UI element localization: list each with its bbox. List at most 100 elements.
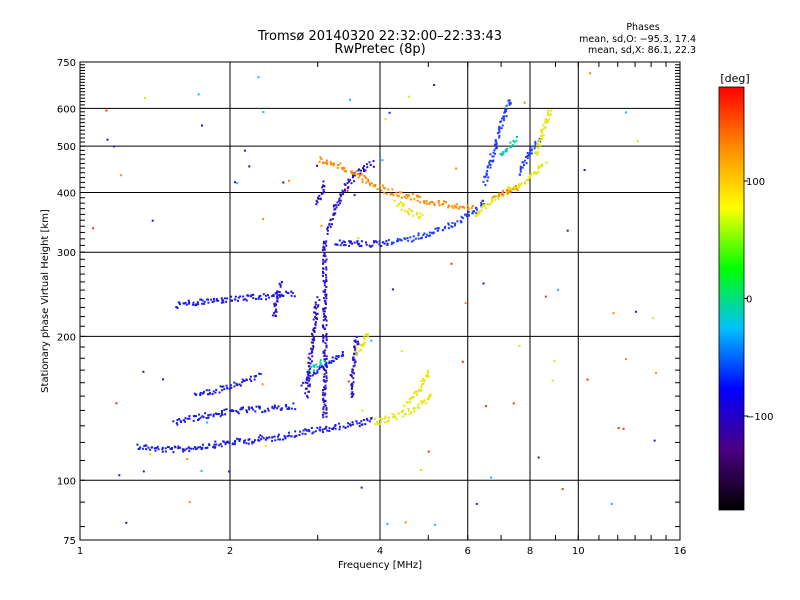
data-point bbox=[326, 232, 329, 235]
data-point bbox=[279, 283, 282, 286]
data-point bbox=[359, 172, 362, 175]
data-point bbox=[388, 416, 391, 419]
data-point bbox=[305, 387, 308, 390]
data-point bbox=[322, 242, 325, 245]
data-point bbox=[312, 346, 315, 349]
data-point bbox=[243, 440, 246, 442]
colorbar-tick-label: 0 bbox=[746, 295, 752, 306]
data-point bbox=[201, 415, 204, 418]
y-axis-label: Stationary phase Virtual Height [km] bbox=[40, 209, 51, 393]
data-point bbox=[381, 159, 384, 162]
data-point bbox=[322, 272, 325, 275]
data-point bbox=[529, 174, 532, 177]
data-point bbox=[407, 193, 410, 196]
data-point bbox=[325, 244, 328, 247]
data-point bbox=[260, 438, 262, 441]
data-point bbox=[423, 399, 426, 402]
data-point bbox=[400, 349, 403, 352]
data-point bbox=[322, 379, 325, 382]
data-point bbox=[315, 307, 318, 310]
data-point bbox=[537, 165, 540, 167]
data-point bbox=[215, 443, 218, 446]
data-point bbox=[450, 205, 453, 208]
data-point bbox=[360, 173, 363, 176]
data-point bbox=[541, 137, 544, 140]
data-point bbox=[539, 129, 542, 132]
data-point bbox=[384, 417, 386, 420]
colorbar-ticks: 100 0 −100 bbox=[744, 177, 773, 423]
data-point bbox=[450, 225, 453, 228]
data-point bbox=[342, 425, 345, 428]
data-point bbox=[162, 378, 165, 381]
data-point bbox=[410, 411, 413, 414]
data-point bbox=[407, 407, 410, 410]
data-point bbox=[212, 446, 215, 449]
data-point bbox=[451, 225, 454, 228]
data-point bbox=[545, 121, 548, 124]
data-point bbox=[541, 135, 543, 138]
data-point bbox=[509, 101, 512, 104]
data-point bbox=[233, 298, 236, 301]
data-point bbox=[541, 163, 544, 166]
data-point bbox=[136, 443, 139, 446]
data-point bbox=[324, 360, 327, 363]
data-point bbox=[378, 423, 381, 426]
data-point bbox=[222, 301, 225, 304]
data-point bbox=[392, 241, 395, 244]
data-point bbox=[340, 354, 343, 357]
data-point bbox=[323, 394, 326, 397]
data-point bbox=[419, 196, 422, 198]
data-point bbox=[484, 203, 487, 206]
data-point bbox=[188, 501, 191, 504]
data-point bbox=[407, 211, 410, 214]
x-tick-label: 16 bbox=[674, 546, 687, 557]
data-point bbox=[203, 390, 206, 393]
data-point bbox=[557, 288, 559, 291]
data-point bbox=[507, 99, 510, 102]
data-point bbox=[284, 404, 287, 406]
data-point bbox=[318, 368, 321, 370]
data-point bbox=[485, 173, 488, 176]
data-point bbox=[365, 417, 368, 420]
data-point bbox=[464, 302, 467, 305]
data-point bbox=[352, 381, 355, 384]
data-point bbox=[438, 204, 441, 207]
data-point bbox=[409, 401, 412, 404]
data-point bbox=[358, 422, 361, 425]
data-point bbox=[467, 210, 470, 213]
data-point bbox=[412, 214, 415, 217]
data-point bbox=[282, 294, 285, 297]
data-point bbox=[184, 420, 186, 423]
colorbar bbox=[718, 86, 745, 511]
data-point bbox=[180, 421, 183, 424]
data-point bbox=[420, 388, 423, 391]
data-point bbox=[509, 146, 511, 149]
data-point bbox=[361, 180, 364, 183]
data-point bbox=[427, 397, 430, 400]
data-point bbox=[242, 295, 245, 298]
data-point bbox=[352, 172, 355, 175]
data-point bbox=[230, 295, 233, 298]
data-point bbox=[321, 428, 324, 431]
data-point bbox=[200, 448, 203, 451]
data-point bbox=[349, 98, 351, 101]
data-point bbox=[494, 198, 496, 201]
data-point bbox=[214, 412, 217, 415]
data-point bbox=[337, 164, 340, 167]
data-point bbox=[406, 401, 409, 404]
data-point bbox=[294, 430, 297, 433]
data-point bbox=[484, 184, 487, 186]
data-point bbox=[200, 469, 203, 472]
data-point bbox=[202, 443, 204, 446]
data-point bbox=[350, 374, 353, 377]
data-point bbox=[331, 356, 334, 359]
data-point bbox=[361, 423, 364, 426]
data-point bbox=[421, 214, 424, 217]
data-point bbox=[372, 165, 375, 168]
data-point bbox=[364, 169, 367, 172]
data-point bbox=[230, 386, 233, 389]
data-point bbox=[315, 313, 318, 316]
data-point bbox=[443, 200, 445, 203]
data-point bbox=[352, 356, 355, 359]
data-point bbox=[106, 138, 109, 141]
